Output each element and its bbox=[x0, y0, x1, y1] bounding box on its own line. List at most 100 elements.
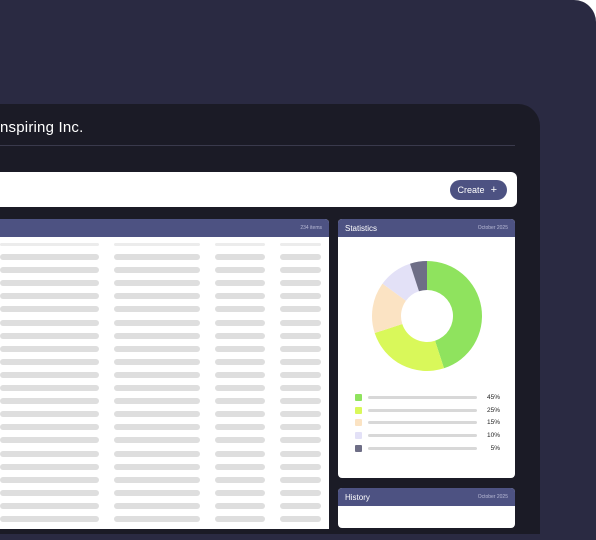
table-cell-placeholder bbox=[0, 489, 99, 496]
table-cell-placeholder bbox=[215, 502, 265, 509]
table-cell-placeholder bbox=[114, 267, 200, 274]
table-cell-placeholder bbox=[114, 411, 200, 418]
legend-bar bbox=[368, 421, 477, 425]
table-cell-placeholder bbox=[0, 502, 99, 509]
table-cell-placeholder bbox=[114, 345, 200, 352]
table-row[interactable] bbox=[0, 329, 329, 342]
create-button[interactable]: Create + bbox=[449, 180, 507, 200]
table-cell-placeholder bbox=[0, 385, 99, 392]
table-cell-placeholder bbox=[280, 476, 321, 483]
table-body bbox=[0, 237, 329, 525]
table-row[interactable] bbox=[0, 473, 329, 486]
table-cell-placeholder bbox=[0, 332, 99, 339]
table-cell-placeholder bbox=[280, 243, 321, 246]
table-cell-placeholder bbox=[114, 450, 200, 457]
legend-bar bbox=[368, 434, 477, 438]
table-cell-placeholder bbox=[280, 489, 321, 496]
table-row[interactable] bbox=[0, 512, 329, 525]
table-cell-placeholder bbox=[215, 293, 265, 300]
history-date: October 2025 bbox=[477, 494, 508, 500]
table-row[interactable] bbox=[0, 460, 329, 473]
table-cell-placeholder bbox=[114, 358, 200, 365]
table-row[interactable] bbox=[0, 486, 329, 499]
table-cell-placeholder bbox=[215, 332, 265, 339]
table-cell-placeholder bbox=[114, 371, 200, 378]
legend-item: 45% bbox=[355, 391, 500, 404]
donut-slice-25 bbox=[374, 324, 444, 371]
header-divider bbox=[0, 145, 515, 146]
table-row[interactable] bbox=[0, 355, 329, 368]
table-cell-placeholder bbox=[280, 319, 321, 326]
table-cell-placeholder bbox=[280, 280, 321, 287]
company-title: nspiring Inc. bbox=[0, 119, 84, 136]
table-row[interactable] bbox=[0, 289, 329, 302]
table-cell-placeholder bbox=[114, 437, 200, 444]
table-cell-placeholder bbox=[215, 437, 265, 444]
table-row[interactable] bbox=[0, 368, 329, 381]
donut-slice-15 bbox=[372, 283, 406, 333]
table-cell-placeholder bbox=[114, 306, 200, 313]
table-cell-placeholder bbox=[280, 306, 321, 313]
table-cell-placeholder bbox=[0, 306, 99, 313]
table-cell-placeholder bbox=[114, 385, 200, 392]
donut-chart bbox=[368, 257, 486, 380]
table-cell-placeholder bbox=[215, 398, 265, 405]
table-cell-placeholder bbox=[215, 385, 265, 392]
table-row[interactable] bbox=[0, 433, 329, 446]
table-row[interactable] bbox=[0, 381, 329, 394]
table-cell-placeholder bbox=[0, 371, 99, 378]
table-row[interactable] bbox=[0, 420, 329, 433]
legend-item: 5% bbox=[355, 442, 500, 455]
table-row[interactable] bbox=[0, 407, 329, 420]
table-cell-placeholder bbox=[0, 243, 99, 246]
table-row[interactable] bbox=[0, 342, 329, 355]
table-cell-placeholder bbox=[0, 450, 99, 457]
legend-item: 15% bbox=[355, 417, 500, 430]
table-row[interactable] bbox=[0, 447, 329, 460]
table-cell-placeholder bbox=[114, 398, 200, 405]
table-cell-placeholder bbox=[0, 280, 99, 287]
table-cell-placeholder bbox=[114, 489, 200, 496]
table-cell-placeholder bbox=[0, 254, 99, 261]
table-cell-placeholder bbox=[280, 515, 321, 522]
table-row[interactable] bbox=[0, 250, 329, 263]
table-cell-placeholder bbox=[280, 437, 321, 444]
create-button-label: Create bbox=[457, 185, 485, 195]
history-panel: History October 2025 bbox=[338, 488, 515, 528]
legend-bar bbox=[368, 447, 477, 451]
table-cell-placeholder bbox=[280, 267, 321, 274]
plus-icon: + bbox=[490, 183, 497, 196]
table-cell-placeholder bbox=[0, 398, 99, 405]
table-cell-placeholder bbox=[114, 476, 200, 483]
table-row[interactable] bbox=[0, 499, 329, 512]
table-cell-placeholder bbox=[280, 411, 321, 418]
table-cell-placeholder bbox=[114, 293, 200, 300]
table-cell-placeholder bbox=[114, 280, 200, 287]
table-cell-placeholder bbox=[0, 424, 99, 431]
table-cell-placeholder bbox=[114, 332, 200, 339]
table-row[interactable] bbox=[0, 316, 329, 329]
table-row[interactable] bbox=[0, 302, 329, 315]
table-cell-placeholder bbox=[215, 489, 265, 496]
table-cell-placeholder bbox=[114, 424, 200, 431]
table-cell-placeholder bbox=[0, 476, 99, 483]
table-row[interactable] bbox=[0, 276, 329, 289]
table-row[interactable] bbox=[0, 263, 329, 276]
table-cell-placeholder bbox=[280, 332, 321, 339]
legend-value: 10% bbox=[486, 432, 500, 440]
table-cell-placeholder bbox=[114, 243, 200, 246]
table-cell-placeholder bbox=[0, 358, 99, 365]
table-cell-placeholder bbox=[0, 437, 99, 444]
table-cell-placeholder bbox=[280, 398, 321, 405]
legend-value: 15% bbox=[486, 419, 500, 427]
table-row[interactable] bbox=[0, 394, 329, 407]
table-cell-placeholder bbox=[215, 358, 265, 365]
statistics-header: Statistics October 2025 bbox=[338, 219, 515, 237]
table-cell-placeholder bbox=[215, 450, 265, 457]
table-cell-placeholder bbox=[215, 371, 265, 378]
items-table-panel: 234 items bbox=[0, 219, 329, 529]
table-cell-placeholder bbox=[280, 424, 321, 431]
legend-bar bbox=[368, 408, 477, 412]
table-cell-placeholder bbox=[280, 358, 321, 365]
table-cell-placeholder bbox=[215, 411, 265, 418]
